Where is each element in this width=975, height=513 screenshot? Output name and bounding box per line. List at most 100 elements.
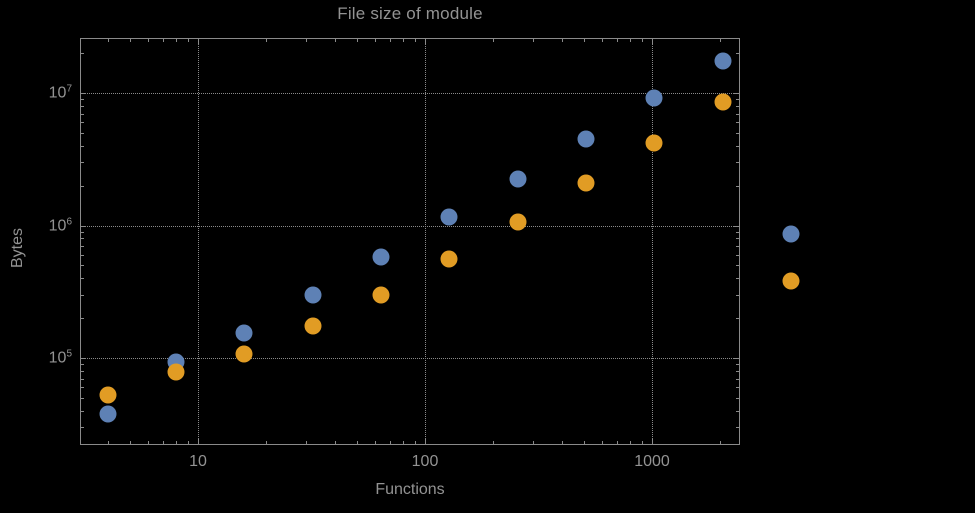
x-axis-tick [583,441,585,445]
data-point [167,363,185,381]
x-axis-tick [720,441,722,445]
y-gridline [80,225,740,227]
x-axis-tick [187,441,189,445]
y-axis-tick [80,185,84,187]
x-axis-tick-top [129,38,131,42]
x-axis-tick-top [641,38,643,42]
x-axis-tick [630,441,631,445]
x-axis-tick [493,441,495,445]
data-point [782,225,800,242]
x-axis-tick-top [198,38,199,44]
data-point [645,134,663,152]
y-axis-tick [80,318,84,320]
y-axis-tick-right [736,397,740,399]
x-axis-tick [641,441,643,445]
x-axis-tick-top [630,38,631,42]
x-gridline [652,38,653,445]
y-axis-tick [80,265,84,267]
y-axis-tick [80,410,84,412]
x-axis-tick [533,441,535,445]
x-axis-tick-top [493,38,495,42]
y-axis-tick-right [736,238,740,240]
y-axis-tick [80,370,84,372]
y-axis-tick-right [736,231,740,233]
x-axis-tick-top [583,38,585,42]
x-axis-tick-top [720,38,722,42]
data-point [372,248,390,266]
y-tick-label: 106 [48,215,72,235]
x-tick-label: 10 [189,453,207,470]
x-axis-tick [601,441,603,445]
chart-title: File size of module [337,4,483,23]
x-tick-label: 100 [411,453,439,470]
x-axis-tick-top [306,38,308,42]
x-axis-tick-top [652,38,653,44]
y-axis-tick-right [734,358,740,359]
y-axis-tick [80,364,84,366]
x-axis-tick-top [162,38,164,42]
x-axis-tick [356,441,358,445]
data-point [304,286,322,304]
y-axis-tick [80,99,84,101]
y-axis-tick [80,162,84,164]
x-axis-title: Functions [375,481,445,498]
x-axis-tick [652,439,653,445]
y-axis-tick-right [736,99,740,101]
y-axis-tick [80,145,84,147]
y-axis-tick-right [736,122,740,124]
y-axis-tick-right [736,185,740,187]
x-axis-tick [176,441,177,445]
x-axis-tick [374,441,376,445]
data-point [714,93,732,111]
data-point [99,405,117,423]
y-axis-tick [80,93,86,94]
y-tick-label: 105 [48,348,72,367]
y-axis-tick [80,378,84,380]
x-axis-tick [162,441,164,445]
data-point [440,208,458,226]
x-axis-tick-top [334,38,336,42]
y-axis-tick-right [736,370,740,372]
x-axis-tick-top [356,38,358,42]
x-axis-tick-top [389,38,391,42]
x-axis-tick [266,441,268,445]
data-point [304,317,322,335]
x-axis-tick [334,441,336,445]
x-gridline [198,38,199,445]
y-axis-tick-right [736,132,740,134]
y-axis-tick-right [736,113,740,115]
x-axis-tick-top [176,38,177,42]
data-point [372,286,390,304]
y-axis-tick-right [736,254,740,256]
x-axis-tick [403,441,404,445]
y-axis-tick-right [736,162,740,164]
y-axis-tick-right [736,364,740,366]
data-point [509,213,527,231]
data-point [782,272,800,290]
x-axis-tick [389,441,391,445]
data-point [714,52,732,70]
data-point [440,250,458,268]
y-axis-tick [80,225,86,227]
data-point [235,345,253,363]
data-point [235,324,253,342]
data-point [509,170,527,188]
y-gridline [80,358,740,359]
y-axis-tick-right [736,294,740,296]
x-axis-tick-top [266,38,268,42]
x-axis-tick [414,441,416,445]
x-axis-tick [107,441,109,445]
y-axis-tick-right [736,318,740,320]
y-axis-tick [80,358,86,359]
x-axis-tick-top [374,38,376,42]
data-point [99,386,117,404]
x-axis-tick-top [425,38,426,44]
data-point [577,174,595,192]
x-axis-tick-top [403,38,404,42]
y-axis-tick-right [736,410,740,412]
y-tick-label: 107 [48,83,72,102]
y-axis-tick [80,387,84,389]
data-point [577,130,595,148]
y-axis-tick-right [736,105,740,107]
